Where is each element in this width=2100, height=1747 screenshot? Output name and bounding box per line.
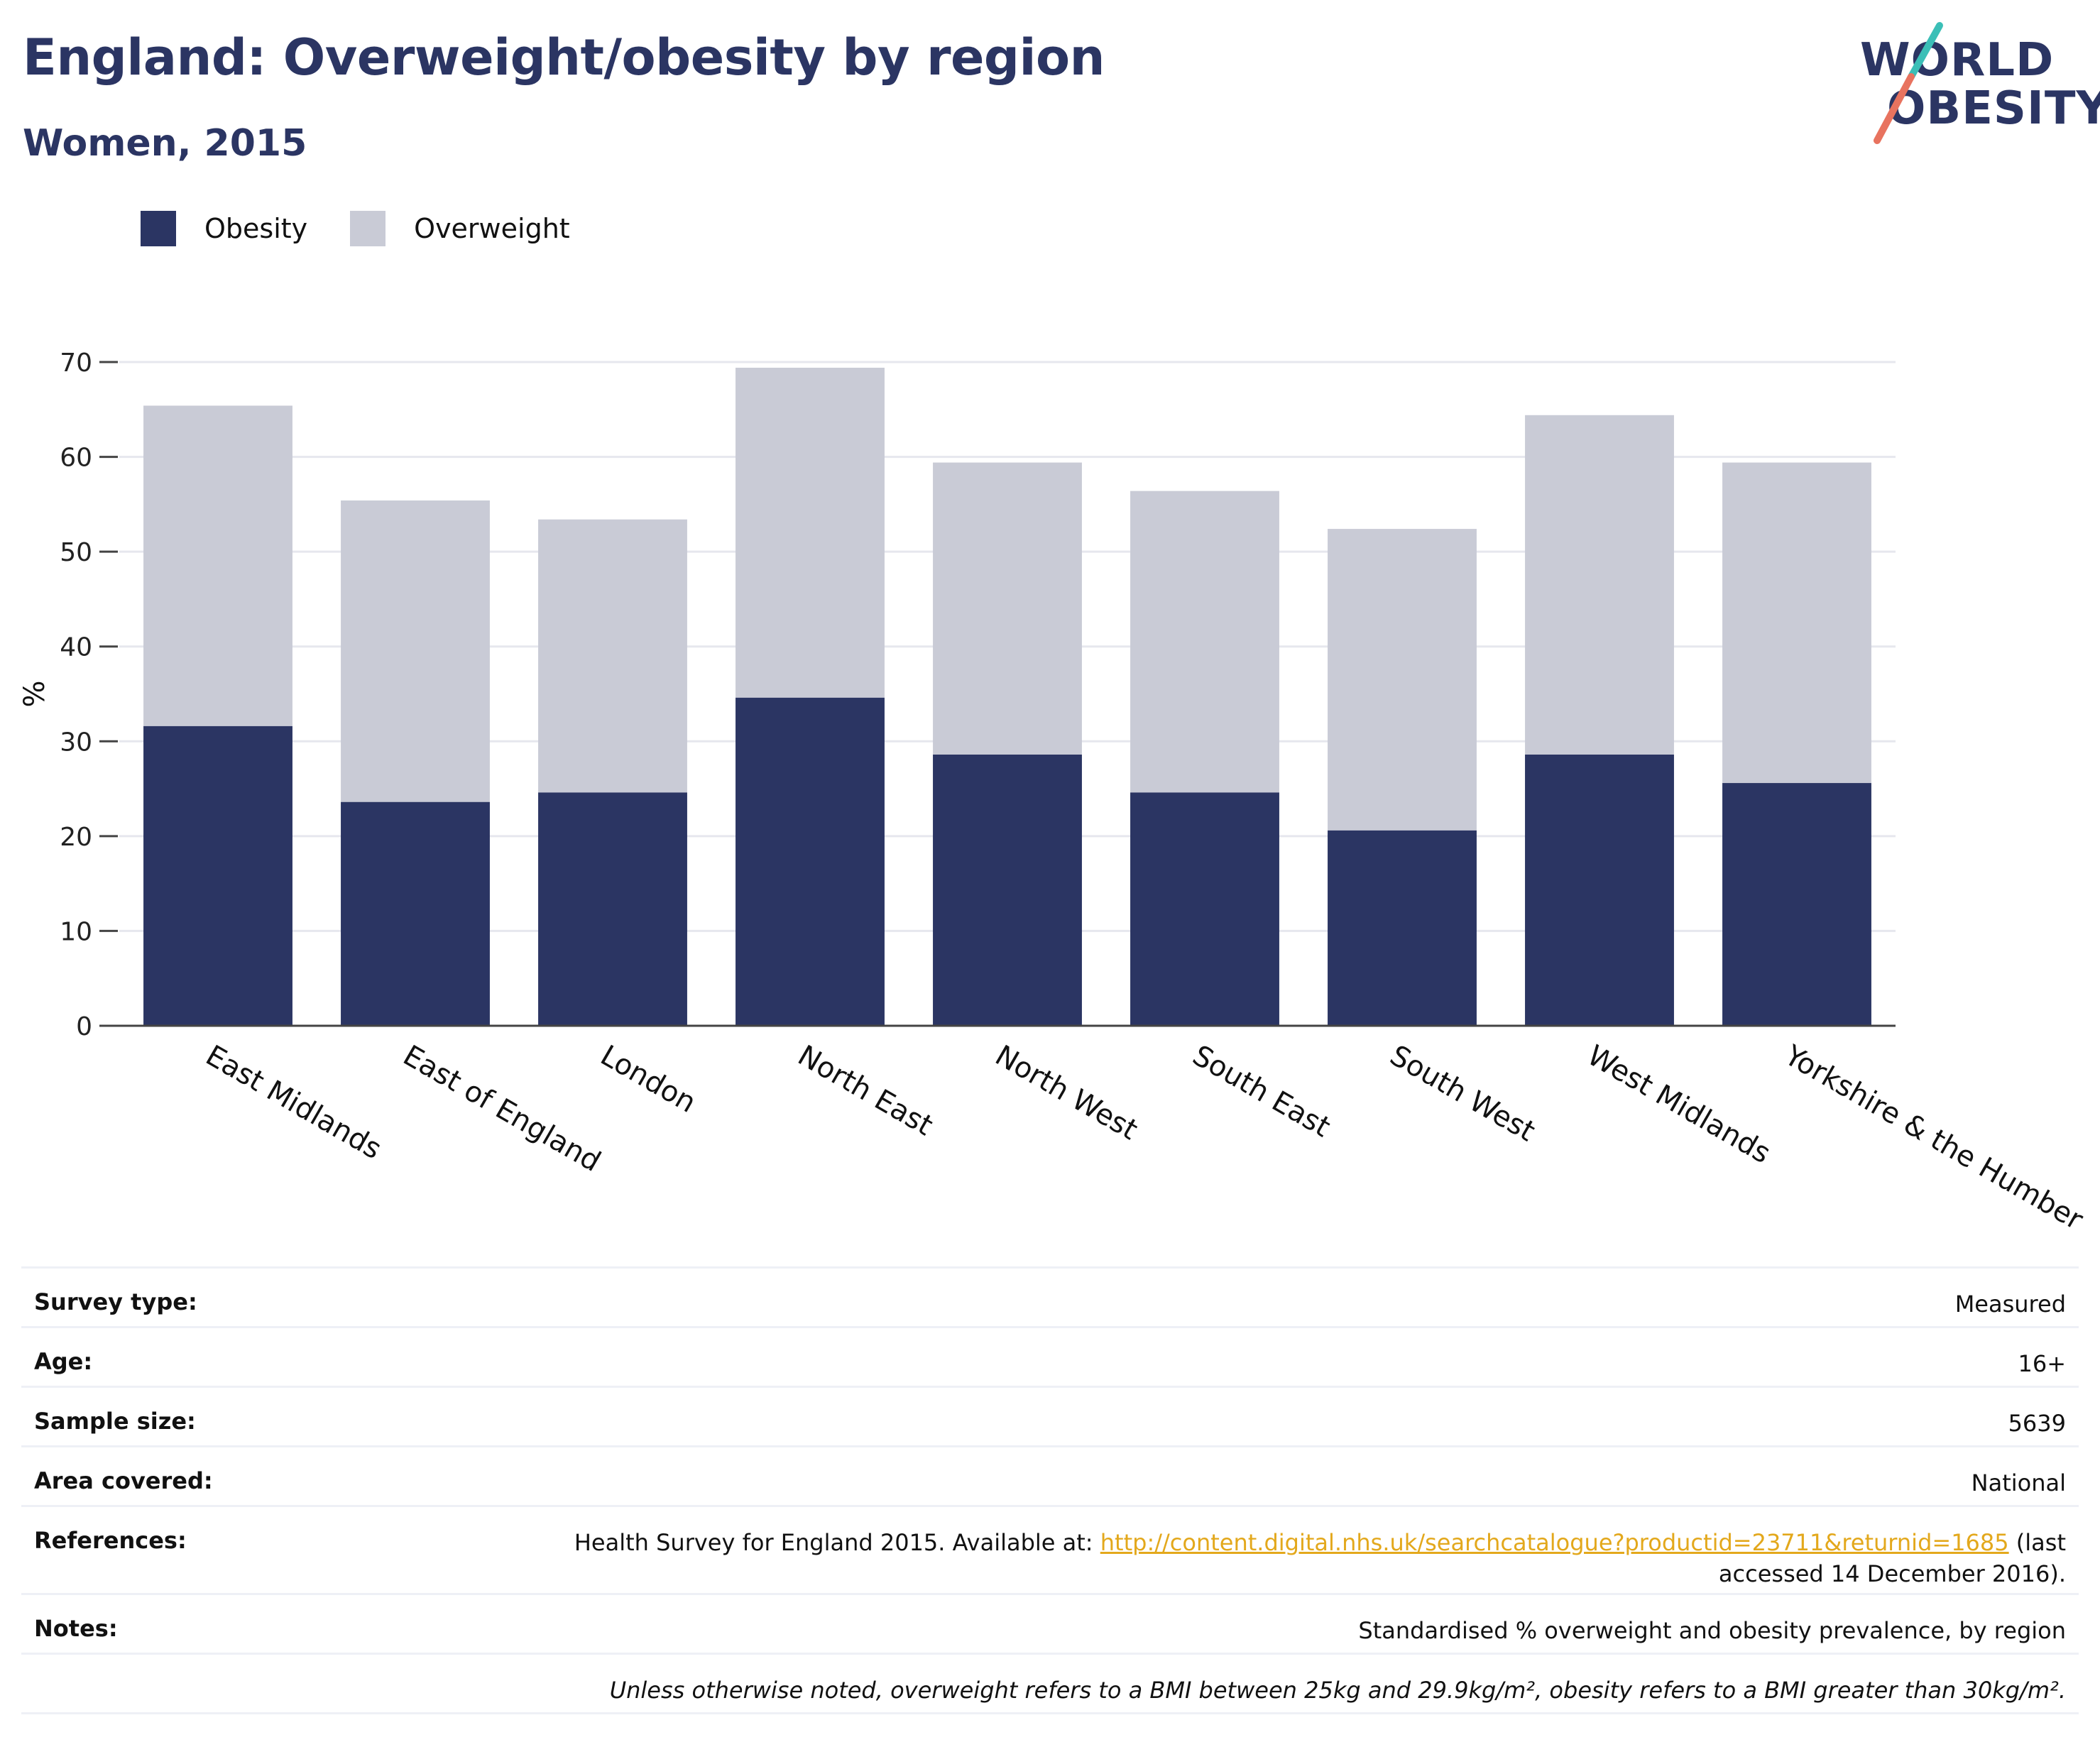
info-row-notes: Notes: Standardised % overweight and obe…	[21, 1595, 2079, 1655]
info-label-age: Age:	[34, 1348, 93, 1375]
info-value-age: 16+	[2018, 1350, 2066, 1377]
bar-overweight	[341, 500, 490, 802]
bar-obesity	[1130, 792, 1279, 1026]
bar-obesity	[1525, 754, 1674, 1026]
survey-info-table: Survey type: Measured Age: 16+ Sample si…	[21, 1266, 2079, 1714]
page-title: England: Overweight/obesity by region	[23, 28, 1105, 87]
bar-overweight	[1130, 491, 1279, 793]
legend-swatch-overweight	[350, 211, 386, 246]
references-suffix-1: (last	[2008, 1529, 2066, 1556]
y-tick-label: 0	[76, 1012, 92, 1041]
chart-legend: Obesity Overweight	[141, 211, 613, 246]
references-prefix: Health Survey for England 2015. Availabl…	[574, 1529, 1100, 1556]
info-row-age: Age: 16+	[21, 1328, 2079, 1388]
info-value-references: Health Survey for England 2015. Availabl…	[574, 1507, 2066, 1589]
bar-overweight	[1525, 415, 1674, 755]
y-axis-title: %	[18, 680, 51, 707]
info-footnote: Unless otherwise noted, overweight refer…	[609, 1677, 2066, 1704]
info-row-references: References: Health Survey for England 20…	[21, 1507, 2079, 1595]
info-value-sample-size: 5639	[2008, 1410, 2066, 1437]
info-value-survey-type: Measured	[1954, 1291, 2066, 1318]
references-suffix-2: accessed 14 December 2016).	[1718, 1560, 2066, 1587]
x-category-label: Yorkshire & the Humber	[1778, 1039, 2089, 1237]
stacked-bar-chart: 0 10 20 30 40 50 60 70 East Midlands East of Eng…	[18, 349, 2089, 1237]
y-tick-label: 20	[60, 823, 92, 852]
info-value-area-covered: National	[1971, 1469, 2066, 1496]
info-row-survey-type: Survey type: Measured	[21, 1269, 2079, 1328]
info-label-references: References:	[34, 1527, 187, 1554]
bar-obesity	[1328, 830, 1477, 1026]
bar-overweight	[1722, 462, 1871, 784]
info-label-sample-size: Sample size:	[34, 1408, 196, 1435]
x-category-label: West Midlands	[1582, 1039, 1776, 1170]
legend-label-overweight: Overweight	[414, 213, 570, 244]
logo-text-world: WORLD	[1860, 34, 2055, 87]
bar-overweight	[735, 368, 885, 698]
y-tick-label: 50	[60, 538, 92, 567]
bar-obesity	[1722, 783, 1871, 1026]
legend-item-overweight: Overweight	[350, 211, 570, 246]
info-row-area-covered: Area covered: National	[21, 1447, 2079, 1507]
x-category-label: North East	[792, 1039, 939, 1142]
info-value-notes: Standardised % overweight and obesity pr…	[1358, 1617, 2066, 1644]
logo-slash-coral	[1874, 73, 1915, 144]
info-row-sample-size: Sample size: 5639	[21, 1388, 2079, 1447]
y-tick-label: 10	[60, 917, 92, 946]
page-subtitle: Women, 2015	[23, 122, 307, 165]
legend-swatch-obesity	[141, 211, 176, 246]
bar-overweight	[1328, 529, 1477, 831]
bar-obesity	[538, 792, 687, 1026]
info-row-footnote: Unless otherwise noted, overweight refer…	[21, 1655, 2079, 1714]
x-category-label: South East	[1187, 1039, 1335, 1144]
x-category-label: East of England	[398, 1039, 606, 1178]
bar-overweight	[143, 405, 292, 726]
references-link[interactable]: http://content.digital.nhs.uk/searchcata…	[1100, 1529, 2009, 1556]
legend-label-obesity: Obesity	[204, 213, 308, 244]
y-tick-label: 70	[60, 349, 92, 378]
bar-overweight	[933, 462, 1082, 755]
info-label-notes: Notes:	[34, 1615, 118, 1642]
y-tick-label: 40	[60, 633, 92, 662]
info-label-area-covered: Area covered:	[34, 1467, 213, 1494]
logo-slash-teal	[1908, 22, 1943, 80]
x-category-label: London	[595, 1039, 701, 1119]
bar-obesity	[143, 725, 292, 1026]
logo-text-obesity: OBESITY	[1887, 82, 2100, 135]
y-tick-label: 30	[60, 728, 92, 757]
x-category-label: North West	[990, 1039, 1143, 1146]
world-obesity-logo: WORLD OBESITY	[1846, 20, 2100, 148]
legend-item-obesity: Obesity	[141, 211, 307, 246]
y-axis-ticks: 0 10 20 30 40 50 60 70	[60, 349, 118, 1041]
x-category-label: East Midlands	[200, 1039, 387, 1166]
logo-slash-icon	[1874, 22, 1943, 144]
info-label-survey-type: Survey type:	[34, 1288, 197, 1315]
bar-obesity	[735, 697, 885, 1026]
bar-overweight	[538, 519, 687, 793]
y-tick-label: 60	[60, 444, 92, 473]
bar-obesity	[341, 801, 490, 1026]
x-category-label: South West	[1384, 1039, 1541, 1148]
bar-obesity	[933, 754, 1082, 1026]
chart-bars	[143, 368, 1871, 1026]
